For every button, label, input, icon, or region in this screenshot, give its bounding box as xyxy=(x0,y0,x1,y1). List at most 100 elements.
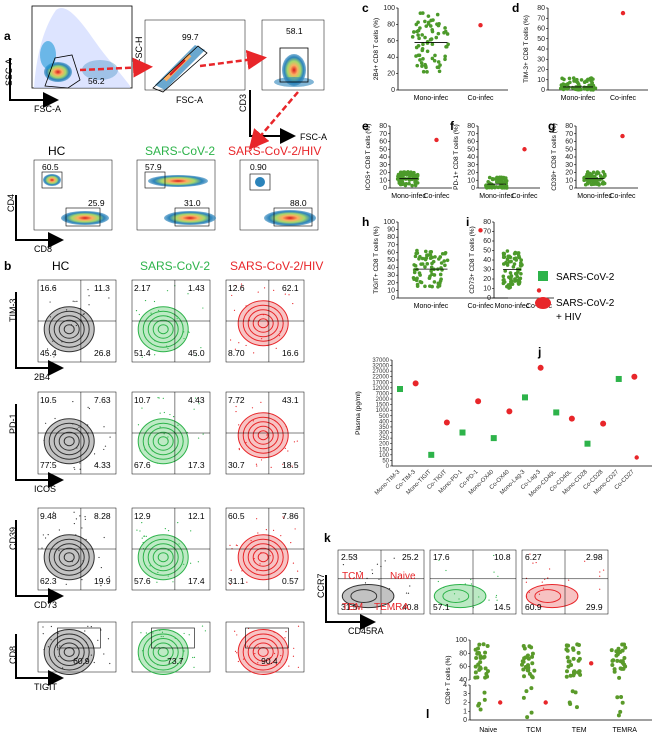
y-tick-label: 100 xyxy=(379,453,390,459)
event-dot xyxy=(88,304,90,306)
event-dot xyxy=(70,324,72,326)
mono-point xyxy=(428,253,433,257)
event-dot xyxy=(246,581,248,583)
mono-point xyxy=(512,262,517,266)
mono-point xyxy=(445,32,450,36)
x-label-co: Co-infec xyxy=(511,193,538,200)
event-dot xyxy=(256,569,258,572)
mono-point xyxy=(578,672,583,677)
event-dot xyxy=(248,421,250,423)
event-dot xyxy=(237,660,239,663)
event-dot xyxy=(73,522,75,525)
quadrant-value: 29.9 xyxy=(586,602,603,612)
mono-point xyxy=(482,690,487,695)
mono-point xyxy=(567,76,572,81)
contour-plot-3-hc: 60.9 xyxy=(37,621,117,675)
event-dot xyxy=(248,438,250,440)
mono-point xyxy=(522,646,527,651)
event-dot xyxy=(478,596,480,598)
mono-point xyxy=(584,174,588,179)
contour-ring xyxy=(147,315,179,344)
contour-ring xyxy=(247,421,279,450)
contour-ring xyxy=(257,552,269,563)
cd4cd8-ylabel: CD4 xyxy=(6,194,16,212)
contour-ring xyxy=(147,427,179,456)
mono-point xyxy=(446,42,450,47)
event-dot xyxy=(251,407,254,409)
event-dot xyxy=(145,632,147,634)
y-tick-label: 80 xyxy=(459,650,467,657)
k-plot-hiv: 6.27 2.98 60.9 29.9 xyxy=(521,549,609,615)
quadrant-value: 17.4 xyxy=(188,576,205,586)
event-dot xyxy=(53,287,55,289)
event-dot xyxy=(282,463,284,466)
quadrant-value: 60.5 xyxy=(228,511,245,521)
mono-point xyxy=(438,272,443,277)
mono-point xyxy=(414,278,419,283)
contour-rows: 16.6 11.3 45.4 26.8 2.17 1.43 51.4 45.0 12.6 62.1… xyxy=(8,279,305,692)
event-dot xyxy=(157,396,159,399)
y-tick-label: 60 xyxy=(379,139,387,146)
event-dot xyxy=(492,554,495,557)
y-axis-label: CD73+ CD8 T cells (%) xyxy=(469,226,476,294)
event-dot xyxy=(242,658,245,660)
legend-hiv-label-2: + HIV xyxy=(556,312,582,323)
mono-point xyxy=(425,70,429,74)
mono-point xyxy=(513,271,518,276)
event-dot xyxy=(75,324,77,327)
event-dot xyxy=(82,313,84,316)
contour-plot-1-hiv: 7.72 43.1 30.7 18.5 xyxy=(225,391,305,475)
contour-ring xyxy=(237,629,289,675)
mono-point xyxy=(516,251,521,255)
k-plot-hc: 2.53 25.2 31.5 40.8 xyxy=(337,549,425,615)
mono-point xyxy=(564,86,568,91)
y-tick-label: 50 xyxy=(387,257,395,264)
mono-point xyxy=(423,284,427,289)
mono-point xyxy=(429,265,434,270)
y-tick-label: 2 xyxy=(463,700,467,707)
k-plot-sars: 17.6 10.8 57.1 14.5 xyxy=(429,549,517,615)
mono-point xyxy=(414,54,418,58)
event-dot xyxy=(141,407,143,409)
quadrant-value: 67.6 xyxy=(134,460,151,470)
event-dot xyxy=(141,356,143,358)
row-ylabel: TIM-3 xyxy=(8,299,18,323)
y-tick-label: 0 xyxy=(471,185,475,192)
event-dot xyxy=(284,293,286,295)
mono-point xyxy=(482,697,487,702)
event-dot xyxy=(178,543,180,545)
event-dot xyxy=(45,422,47,424)
mono-point xyxy=(423,19,427,24)
x-tick-label: Naive xyxy=(479,727,497,734)
y-tick-label: 30 xyxy=(483,267,491,274)
mono-point xyxy=(524,689,529,694)
event-dot xyxy=(58,550,60,552)
event-dot xyxy=(495,596,497,598)
contour-ring xyxy=(48,538,90,576)
contour-ring xyxy=(237,300,289,347)
sars-marker xyxy=(428,451,435,458)
co-point xyxy=(478,228,483,233)
y-tick-label: 70 xyxy=(483,229,491,236)
contour-ring xyxy=(137,534,189,581)
mono-point xyxy=(434,35,439,40)
event-dot xyxy=(108,576,110,578)
hiv-marker xyxy=(412,380,419,387)
quadrant-value: 30.7 xyxy=(228,460,245,470)
y-tick-label: 100 xyxy=(383,219,395,226)
event-dot xyxy=(88,295,90,297)
event-dot xyxy=(149,565,151,567)
event-dot xyxy=(162,635,164,638)
mono-point xyxy=(477,701,482,706)
event-dot xyxy=(534,604,536,606)
mono-point xyxy=(586,77,590,82)
mono-point xyxy=(572,671,577,676)
mono-point xyxy=(404,173,409,177)
mono-point xyxy=(415,173,420,178)
mono-point xyxy=(433,53,437,58)
mono-point xyxy=(403,183,408,188)
event-dot xyxy=(256,518,258,520)
contour-ring xyxy=(157,552,169,563)
quadrant-value: 1.43 xyxy=(188,283,205,293)
event-dot xyxy=(103,426,105,428)
